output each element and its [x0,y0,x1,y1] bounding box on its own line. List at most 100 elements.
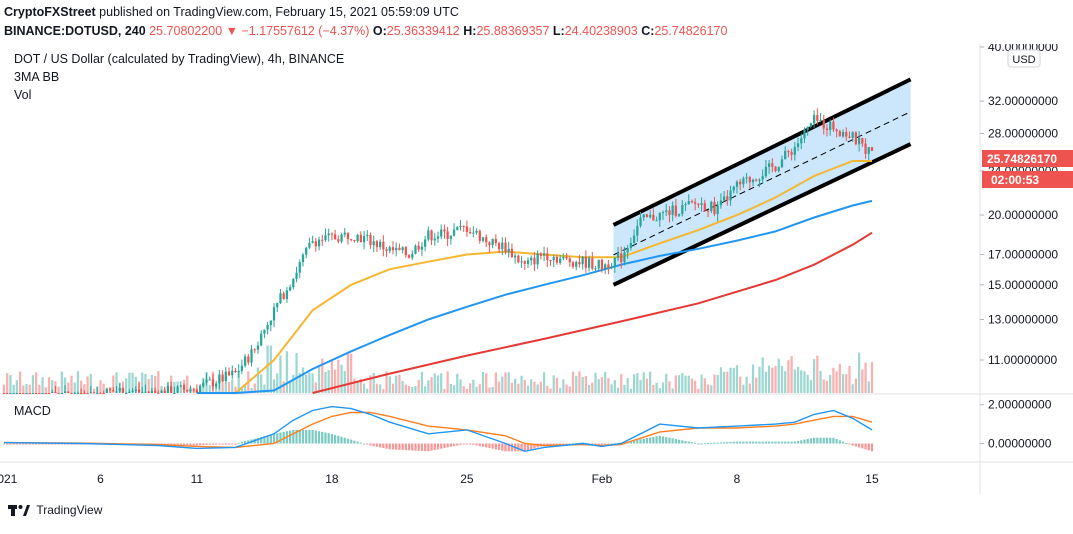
candle-body [35,393,38,394]
volume-bar [478,384,481,393]
macd-histogram-bar [279,432,282,444]
volume-bar [44,387,47,393]
macd-histogram-bar [321,431,324,444]
volume-bar [861,369,864,393]
candle-body [330,233,334,235]
candle-body [616,253,620,258]
currency-button[interactable]: USD [1007,49,1041,68]
candle-body [636,225,639,236]
macd-histogram-bar [186,443,189,446]
macd-histogram-bar [854,443,858,447]
candle-body [854,132,858,145]
volume-bar [475,386,478,393]
candle-body [263,329,266,334]
volume-bar [31,375,35,393]
tradingview-footer[interactable]: TradingView [8,502,102,522]
candle-body [385,249,388,251]
macd-histogram-bar [391,443,395,450]
candle-body [687,201,690,205]
candle-body [835,129,838,132]
candle-body [57,393,60,394]
macd-histogram-bar [385,443,388,449]
volume-bar [803,371,806,393]
candle-body [388,247,391,251]
macd-histogram-bar [838,440,841,444]
macd-histogram-bar [362,443,366,445]
candle-body [793,147,796,155]
macd-histogram-bar [761,441,764,444]
macd-histogram-bar [346,438,350,444]
publisher-name[interactable]: CryptoFXStreet [4,5,96,19]
macd-histogram-bar [694,442,697,444]
macd-histogram-bar [469,443,472,445]
volume-bar [305,374,308,393]
candle-body [745,177,748,179]
candle-body [173,393,176,394]
macd-histogram-bar [784,441,787,444]
macd-histogram-bar [713,442,716,444]
volume-bar [822,379,825,393]
volume-bar [308,372,311,393]
chart-area[interactable]: 40.00000000 32.00000000 28.00000000 24.0000… [0,40,1073,529]
ma-red-line [312,231,873,394]
candle-body [462,225,465,227]
candle-body [60,393,63,394]
macd-histogram-bar [652,436,655,444]
macd-histogram-bar [28,443,31,445]
volume-bar [440,373,443,393]
price-tick-label: 28.00000000 [988,126,1058,140]
candle-body [38,393,41,394]
volume-bar [587,384,591,393]
macd-histogram-bar [440,443,443,449]
volume-bar [240,387,244,393]
volume-bar [491,386,494,393]
volume-bar [652,385,655,393]
volume-bar [375,383,379,393]
candle-body [649,214,652,218]
macd-histogram-bar [745,441,748,444]
volume-bar [649,371,652,393]
volume-bar [224,382,227,393]
volume-bar [494,372,497,393]
volume-bar [436,375,440,393]
candle-body [276,303,279,308]
volume-bar [469,383,472,393]
candle-body [488,242,491,246]
volume-bar [755,377,758,393]
candle-body [350,239,353,241]
macd-histogram-bar [266,435,269,444]
macd-histogram-bar [629,440,633,444]
volume-bar [86,376,89,393]
macd-histogram-bar [604,443,607,445]
macd-histogram-bar [282,431,285,444]
candle-body [295,272,298,279]
channel-lower-line [612,142,912,287]
price-chart[interactable]: 40.0000000032.0000000028.0000000024.0000… [0,40,1073,529]
macd-histogram-bar [861,443,864,449]
volume-bar [764,371,768,393]
price-tick-label: 15.00000000 [988,278,1058,292]
candle-body [311,241,314,243]
volume-bar [404,384,407,393]
candle-body [25,393,28,394]
volume-bar [742,384,745,393]
volume-bar [729,367,732,393]
macd-histogram-bar [812,437,816,444]
candle-body [870,147,874,151]
candle-body [44,393,47,394]
macd-histogram-bar [211,443,215,445]
candle-body [112,390,115,392]
candle-body [218,374,221,384]
volume-bar [784,371,787,393]
candle-body [269,320,272,325]
macd-histogram-bar [591,443,594,445]
volume-bar [713,374,716,393]
volume-bar [636,372,639,393]
macd-histogram-bar [796,440,800,444]
macd-histogram-bar [272,433,276,444]
macd-histogram-bar [276,433,279,444]
candle-body [102,393,105,394]
volume-bar [677,375,681,393]
macd-line [3,405,873,453]
candle-body [179,385,182,387]
